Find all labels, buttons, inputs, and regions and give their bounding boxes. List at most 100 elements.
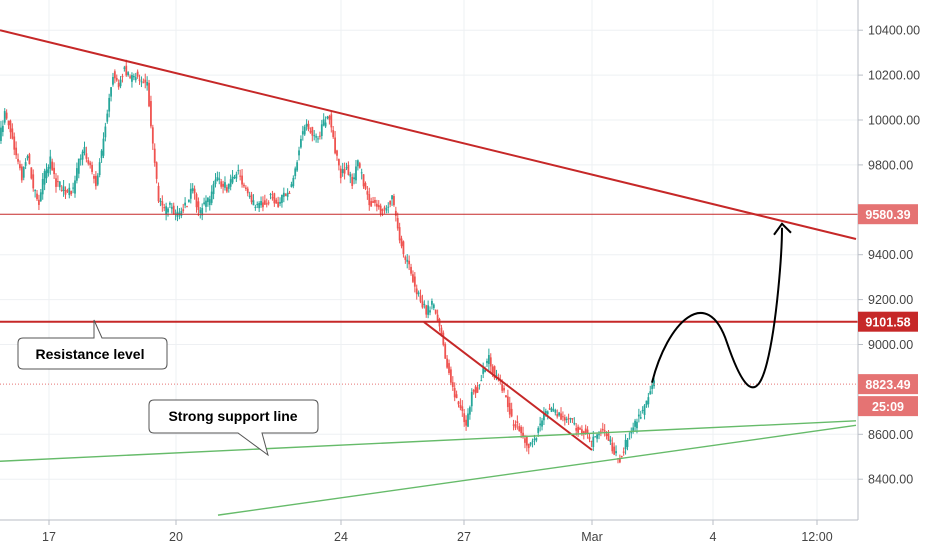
candle-body	[79, 158, 82, 160]
candle-body	[125, 65, 128, 76]
candle-body	[425, 305, 428, 315]
candle-body	[577, 426, 580, 433]
candle-body	[271, 197, 274, 199]
candle-body	[85, 153, 88, 159]
candle-body	[343, 168, 346, 174]
candle-body	[478, 385, 481, 387]
candle-body	[28, 154, 31, 165]
candle-body	[115, 77, 118, 81]
candle-body	[413, 276, 416, 287]
candle-body	[468, 407, 471, 415]
candle-body	[387, 206, 390, 208]
candle-body	[552, 409, 555, 411]
candle-body	[489, 357, 492, 367]
candle-body	[155, 162, 158, 179]
candle-body	[66, 190, 69, 192]
candle-body	[624, 439, 627, 450]
candle-body	[615, 451, 617, 454]
candle-body	[503, 388, 505, 391]
candle-body	[484, 369, 486, 372]
candle-body	[487, 355, 490, 365]
projection-arrowhead-icon	[773, 222, 792, 236]
candle-body	[94, 176, 97, 187]
candle-body	[39, 192, 42, 202]
candle-body	[444, 344, 447, 359]
price-tick-label: 10400.00	[868, 24, 920, 38]
candle-body	[461, 406, 464, 411]
candle-body	[639, 417, 642, 419]
candle-body	[368, 194, 371, 206]
price-label-box	[858, 374, 918, 395]
time-axis[interactable]: 17 20 24 27 Mar 4 12:00	[42, 520, 833, 544]
candle-body	[421, 301, 424, 308]
candle-body	[9, 120, 12, 133]
support-line[interactable]	[217, 424, 857, 516]
candle-body	[284, 194, 287, 196]
candle-body	[366, 191, 369, 195]
candle-body	[636, 421, 638, 429]
callout-support-label: Strong support line	[168, 408, 297, 424]
candle-body	[129, 76, 131, 78]
candle-body	[596, 434, 598, 439]
candles	[0, 59, 655, 464]
candle-body	[212, 183, 215, 195]
candle-body	[239, 175, 242, 177]
candle-body	[197, 201, 200, 211]
candle-body	[11, 128, 14, 139]
candle-body	[300, 138, 302, 148]
candle-body	[330, 114, 333, 128]
candle-body	[58, 181, 61, 188]
candle-body	[495, 375, 498, 377]
trend-line[interactable]	[423, 321, 593, 451]
candle-body	[356, 160, 359, 167]
candle-body	[581, 429, 583, 434]
candle-body	[383, 207, 386, 209]
candle-body	[455, 394, 458, 399]
candle-body	[189, 188, 192, 199]
candle-body	[51, 161, 54, 171]
candle-body	[146, 81, 149, 86]
candle-body	[375, 203, 378, 207]
callout-support[interactable]: Strong support line	[148, 399, 319, 457]
candle-body	[182, 209, 185, 212]
candle-body	[241, 175, 243, 185]
price-tick-label: 9000.00	[868, 338, 913, 352]
candle-body	[43, 171, 46, 185]
candle-body	[36, 193, 38, 200]
candle-body	[159, 200, 162, 202]
candle-body	[332, 130, 335, 138]
candle-body	[320, 124, 323, 137]
candle-body	[431, 300, 433, 305]
candle-body	[336, 150, 338, 156]
candle-body	[467, 413, 469, 427]
candle-body	[15, 147, 18, 156]
candle-body	[406, 259, 409, 262]
time-tick-label: 20	[169, 530, 183, 544]
candle-body	[136, 71, 139, 77]
callout-resistance[interactable]: Resistance level	[17, 319, 168, 370]
annotations	[0, 29, 858, 516]
price-axis[interactable]: 10400.00 10200.00 10000.00 9800.00 9400.00 92…	[858, 24, 920, 487]
price-label-text: 8823.49	[865, 378, 910, 392]
candle-body	[560, 413, 562, 420]
candle-body	[123, 67, 126, 69]
trend-line[interactable]	[0, 29, 857, 240]
candle-body	[319, 135, 321, 137]
candle-body	[275, 199, 278, 204]
candle-body	[584, 428, 587, 434]
candle-body	[637, 414, 640, 417]
candle-body	[93, 175, 95, 179]
candle-body	[562, 416, 564, 418]
candle-body	[193, 188, 196, 194]
candle-body	[372, 201, 374, 203]
candle-body	[53, 167, 56, 175]
candle-body	[244, 187, 247, 189]
candle-body	[224, 182, 226, 188]
support-line[interactable]	[0, 420, 857, 462]
candle-body	[243, 184, 245, 187]
projection-path	[651, 227, 783, 389]
candle-body	[117, 82, 120, 88]
candle-body	[527, 443, 530, 449]
candle-body	[108, 97, 111, 112]
